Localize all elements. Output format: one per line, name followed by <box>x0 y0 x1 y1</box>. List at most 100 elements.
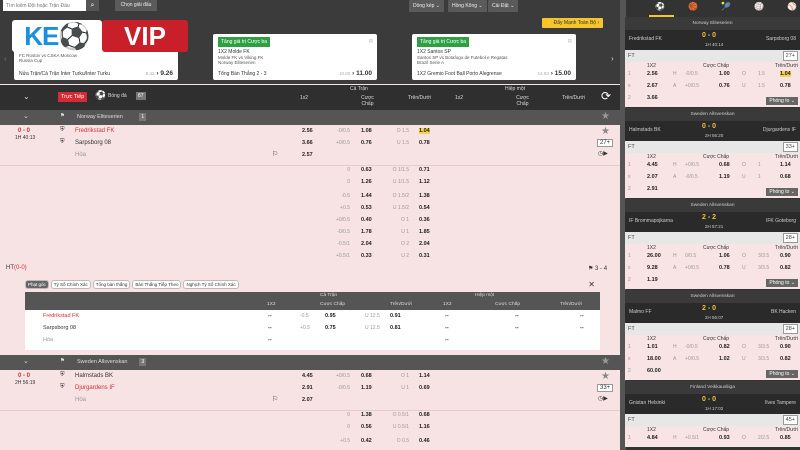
handicap-odds[interactable]: 1.19 <box>361 385 372 391</box>
live-stream-icon[interactable]: ⚐ <box>272 151 279 158</box>
stats-play-icons[interactable]: ◷▶ <box>598 396 608 402</box>
basketball-icon[interactable]: 🏀 <box>688 2 698 11</box>
handicap-odds[interactable]: 0.68 <box>361 373 372 379</box>
more-markets-button[interactable]: 45+ <box>782 415 798 425</box>
more-markets-button[interactable]: 33+ <box>597 384 614 392</box>
more-markets-button[interactable]: 27+ <box>782 51 798 61</box>
sidebar-odds-cell[interactable]: 4.45 <box>647 162 658 168</box>
favorite-star-icon[interactable]: ★ <box>601 371 610 382</box>
sidebar-odds-cell[interactable]: 2.67 <box>647 83 658 89</box>
favorite-star-icon[interactable]: ★ <box>601 356 610 367</box>
sidebar-odds-cell[interactable]: 0.68 <box>780 174 791 180</box>
handicap-odds[interactable]: 1.08 <box>361 128 372 134</box>
handicap-odds[interactable]: 1.26 <box>361 179 372 185</box>
more-markets-button[interactable]: 33+ <box>782 142 798 152</box>
odds-type-dropdown[interactable]: Dòng kép ⌄ <box>409 0 444 12</box>
settings-dropdown[interactable]: Cài Đặt ⌄ <box>488 0 519 12</box>
baseball-icon[interactable]: ⚾ <box>787 2 797 11</box>
handicap-odds[interactable]: 1.38 <box>361 412 372 418</box>
scrollbar[interactable] <box>620 0 626 450</box>
sidebar-odds-cell[interactable]: 60.00 <box>647 368 661 374</box>
sidebar-odds-cell[interactable]: 1.19 <box>647 277 658 283</box>
handicap-odds[interactable]: 0.40 <box>361 217 372 223</box>
handicap-odds[interactable]: 0.63 <box>361 167 372 173</box>
away-team[interactable]: Sarpsborg 08 <box>75 140 112 146</box>
ou-odds[interactable]: 0.54 <box>419 205 430 211</box>
handicap-odds[interactable]: 0.56 <box>361 424 372 430</box>
home-team[interactable]: Fredrikstad FK <box>75 128 115 134</box>
sidebar-odds-cell[interactable]: 0.78 <box>780 83 791 89</box>
more-markets-button[interactable]: 28+ <box>782 324 798 334</box>
expand-button[interactable]: Phóng to ⌄ <box>766 370 798 378</box>
sidebar-odds-cell[interactable]: 0.85 <box>780 435 791 441</box>
odds-1x2[interactable]: 2.56 <box>302 128 313 134</box>
ou-odds[interactable]: 1.14 <box>419 373 430 379</box>
market-chip[interactable]: Phạt góc <box>25 280 49 289</box>
ou-odds[interactable]: 0.69 <box>419 385 430 391</box>
away-team[interactable]: Djurgardens IF <box>762 127 796 133</box>
sidebar-odds-cell[interactable]: 2.56 <box>647 71 658 77</box>
sidebar-odds-cell[interactable]: 9.28 <box>647 265 658 271</box>
away-team[interactable]: Sarpsborg 08 <box>765 36 796 42</box>
handicap-odds[interactable]: 1.44 <box>361 193 372 199</box>
away-team[interactable]: BK Hacken <box>770 309 796 315</box>
sidebar-odds-cell[interactable]: 3.66 <box>647 95 658 101</box>
away-team[interactable]: IFK Goteborg <box>765 218 796 224</box>
sidebar-odds-cell[interactable]: 0.93 <box>719 435 730 441</box>
corner-odds-cell[interactable]: 0.95 <box>325 313 336 319</box>
handicap-odds[interactable]: 2.04 <box>361 241 372 247</box>
away-team[interactable]: Djurgardens IF <box>75 385 115 391</box>
collapse-icon[interactable]: ⌄ <box>23 358 29 365</box>
sidebar-odds-cell[interactable]: 1.01 <box>647 344 658 350</box>
odds-format-dropdown[interactable]: Hồng Kông ⌄ <box>448 0 487 12</box>
ou-odds[interactable]: 0.68 <box>419 412 430 418</box>
home-team[interactable]: Halmstads BK <box>75 373 114 379</box>
sidebar-odds-cell[interactable]: 0.68 <box>719 162 730 168</box>
promo-card[interactable]: Tăng giá trị Cược ba 1X2 Santos SP Santos … <box>412 34 576 80</box>
home-team[interactable]: IF Brommapojkarna <box>629 218 673 224</box>
odds-1x2[interactable]: 2.91 <box>302 385 313 391</box>
push-all-button[interactable]: ⚡ Đẩy Mạnh Toàn Bộ › <box>542 18 604 28</box>
sidebar-odds-cell[interactable]: 0.76 <box>719 83 730 89</box>
ou-odds[interactable]: 0.46 <box>419 438 430 444</box>
sidebar-odds-cell[interactable]: 18.00 <box>647 356 661 362</box>
favorite-star-icon[interactable]: ★ <box>601 126 610 137</box>
handicap-odds[interactable]: 0.53 <box>361 205 372 211</box>
carousel-prev-icon[interactable]: ‹ <box>4 54 7 63</box>
home-team[interactable]: Gnistan Helsinki <box>629 400 666 406</box>
ou-odds[interactable]: 2.04 <box>419 241 430 247</box>
sidebar-odds-cell[interactable]: 0.78 <box>719 265 730 271</box>
handicap-odds[interactable]: 1.78 <box>361 229 372 235</box>
sidebar-odds-cell[interactable]: 1.19 <box>719 174 730 180</box>
market-chip[interactable]: Tổng bàn thắng <box>92 280 131 289</box>
away-team[interactable]: Ilves Tampere <box>764 400 796 406</box>
select-league-button[interactable]: Chọn giải đấu <box>115 0 157 11</box>
handicap-odds[interactable]: 0.33 <box>361 253 372 259</box>
home-team[interactable]: Fredrikstad FK <box>629 36 662 42</box>
ou-odds[interactable]: 1.38 <box>419 193 430 199</box>
ou-odds[interactable]: 0.36 <box>419 217 430 223</box>
volleyball-icon[interactable]: 🏐 <box>754 2 764 11</box>
sidebar-odds-cell[interactable]: 1.14 <box>780 162 791 168</box>
market-chip[interactable]: Tỷ Số Chính Xác <box>50 280 91 289</box>
sidebar-odds-cell[interactable]: 1.02 <box>719 356 730 362</box>
ou-odds[interactable]: 1.04 <box>419 128 430 134</box>
ou-odds[interactable]: 1.12 <box>419 179 430 185</box>
odds-1x2[interactable]: 4.45 <box>302 373 313 379</box>
tennis-icon[interactable]: 🎾 <box>721 2 731 11</box>
promo-odds[interactable]: 9.26 <box>160 70 173 77</box>
sidebar-odds-cell[interactable]: 1.04 <box>780 71 791 77</box>
ou-odds[interactable]: 0.78 <box>419 140 430 146</box>
sidebar-odds-cell[interactable]: 0.90 <box>780 344 791 350</box>
sidebar-odds-cell[interactable]: 4.84 <box>647 435 658 441</box>
odds-1x2[interactable]: 3.66 <box>302 140 313 146</box>
sidebar-odds-cell[interactable]: 0.90 <box>780 253 791 259</box>
market-chip[interactable]: Nghịch Tỷ Số Chính Xác <box>183 280 239 289</box>
promo-card[interactable]: Tăng giá trị Cược ba 1X2 Molde FK Molde FK… <box>213 34 377 80</box>
sidebar-odds-cell[interactable]: 0.82 <box>780 265 791 271</box>
expand-button[interactable]: Phóng to ⌄ <box>766 97 798 105</box>
sidebar-odds-cell[interactable]: 2.07 <box>647 174 658 180</box>
market-chip[interactable]: Bàn Thắng Tiếp Theo <box>132 280 182 289</box>
handicap-odds[interactable]: 0.76 <box>361 140 372 146</box>
collapse-icon[interactable]: ⌄ <box>23 113 29 120</box>
